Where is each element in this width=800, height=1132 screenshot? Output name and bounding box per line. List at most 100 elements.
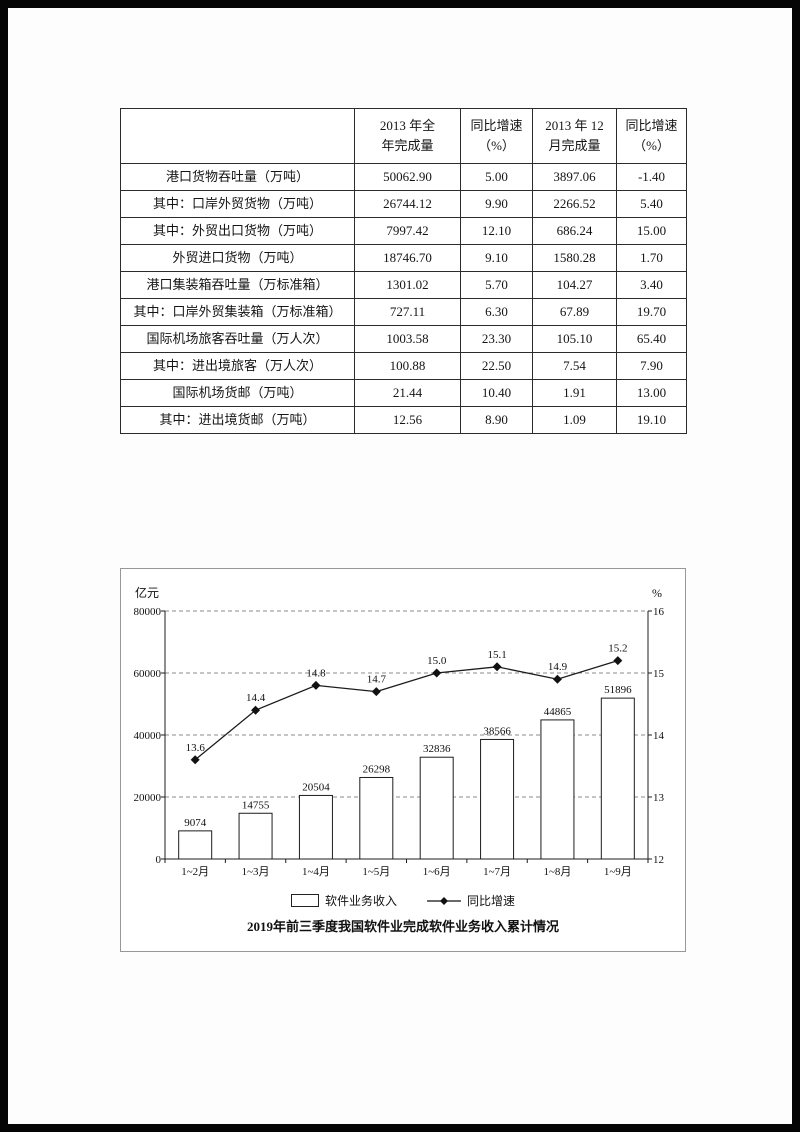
- table-row: 港口集装箱吞吐量（万标准箱） 1301.02 5.70 104.27 3.40: [120, 271, 687, 299]
- left-tick-label: 60000: [134, 668, 162, 680]
- bar-value-label: 14755: [242, 799, 270, 811]
- diamond-marker: [432, 668, 442, 678]
- cell-value: 1.70: [616, 244, 687, 272]
- line-value-label: 14.9: [548, 661, 568, 673]
- left-tick-label: 20000: [134, 792, 162, 804]
- cell-value: 6.30: [460, 298, 533, 326]
- legend-label: 软件业务收入: [324, 894, 397, 908]
- x-category-label: 1~7月: [483, 866, 511, 878]
- right-tick-label: 16: [653, 606, 665, 618]
- bar-value-label: 26298: [363, 763, 391, 775]
- bar: [178, 830, 213, 860]
- cell-value: 19.10: [616, 406, 687, 434]
- diamond-marker: [492, 662, 502, 672]
- table-row: 外贸进口货物（万吨） 18746.70 9.10 1580.28 1.70: [120, 244, 687, 272]
- cell-value: 65.40: [616, 325, 687, 353]
- line-value-label: 13.6: [186, 742, 206, 754]
- bar: [480, 738, 515, 860]
- line-value-label: 15.2: [608, 643, 627, 655]
- cell-value: 1003.58: [354, 325, 461, 353]
- x-category-label: 1~2月: [181, 866, 209, 878]
- cell-value: 50062.90: [354, 163, 461, 191]
- cell-value: 7997.42: [354, 217, 461, 245]
- diamond-marker: [311, 680, 321, 690]
- cell-value: 13.00: [616, 379, 687, 407]
- cell-value: 10.40: [460, 379, 533, 407]
- left-tick-label: 40000: [134, 730, 162, 742]
- bar-value-label: 51896: [604, 684, 632, 696]
- line-value-label: 14.7: [367, 674, 387, 686]
- bar: [540, 719, 575, 860]
- legend-label: 同比增速: [467, 894, 516, 908]
- row-label: 其中：外贸出口货物（万吨）: [120, 217, 355, 245]
- line-swatch-icon: [427, 896, 461, 905]
- table-row: 其中：进出境货邮（万吨） 12.56 8.90 1.09 19.10: [120, 406, 687, 434]
- cell-value: 1580.28: [532, 244, 617, 272]
- bar-value-label: 44865: [544, 706, 572, 718]
- column-header: 同比增速 （%）: [616, 108, 687, 164]
- table-row: 国际机场旅客吞吐量（万人次） 1003.58 23.30 105.10 65.40: [120, 325, 687, 353]
- table-body: 港口货物吞吐量（万吨） 50062.90 5.00 3897.06 -1.40 其中：口岸…: [120, 163, 687, 434]
- row-label: 其中：进出境货邮（万吨）: [120, 406, 355, 434]
- table-row: 其中：外贸出口货物（万吨） 7997.42 12.10 686.24 15.00: [120, 217, 687, 245]
- left-tick-label: 0: [156, 854, 162, 866]
- diamond-marker: [552, 674, 562, 684]
- x-category-label: 1~6月: [423, 866, 451, 878]
- legend-item: 软件业务收入: [290, 892, 397, 909]
- cell-value: 21.44: [354, 379, 461, 407]
- bar: [600, 697, 635, 860]
- row-label: 其中：口岸外贸集装箱（万标准箱）: [120, 298, 355, 326]
- right-tick-label: 14: [653, 730, 665, 742]
- left-tick-label: 80000: [134, 606, 162, 618]
- bar: [359, 776, 394, 860]
- cell-value: 15.00: [616, 217, 687, 245]
- row-label: 港口货物吞吐量（万吨）: [120, 163, 355, 191]
- cell-value: 9.10: [460, 244, 533, 272]
- table-row: 国际机场货邮（万吨） 21.44 10.40 1.91 13.00: [120, 379, 687, 407]
- table-header: 2013 年全 年完成量 同比增速 （%） 2013 年 12 月完成量 同比增速 （%）: [120, 108, 687, 164]
- row-label: 外贸进口货物（万吨）: [120, 244, 355, 272]
- line-value-label: 14.8: [306, 667, 326, 679]
- legend-item: 同比增速: [427, 892, 515, 909]
- table-row: 港口货物吞吐量（万吨） 50062.90 5.00 3897.06 -1.40: [120, 163, 687, 191]
- bar-value-label: 9074: [184, 817, 207, 829]
- cell-value: -1.40: [616, 163, 687, 191]
- chart-figure: 亿元% 0 20000 40000 60000 80000 12 13 14 15 16 1~2月 1~…: [120, 568, 686, 952]
- x-category-label: 1~9月: [604, 866, 632, 878]
- x-category-label: 1~5月: [362, 866, 390, 878]
- right-tick-label: 13: [653, 792, 665, 804]
- diamond-marker: [613, 656, 623, 666]
- table-row: 其中：口岸外贸货物（万吨） 26744.12 9.90 2266.52 5.40: [120, 190, 687, 218]
- cell-value: 67.89: [532, 298, 617, 326]
- row-label: 其中：进出境旅客（万人次）: [120, 352, 355, 380]
- cell-value: 100.88: [354, 352, 461, 380]
- bar-value-label: 20504: [302, 781, 330, 793]
- line-value-label: 15.1: [487, 649, 506, 661]
- cell-value: 1.09: [532, 406, 617, 434]
- cell-value: 22.50: [460, 352, 533, 380]
- cell-value: 686.24: [532, 217, 617, 245]
- cell-value: 1.91: [532, 379, 617, 407]
- bar-swatch-icon: [290, 894, 319, 907]
- table-header-row: 2013 年全 年完成量 同比增速 （%） 2013 年 12 月完成量 同比增速 （%）: [120, 108, 687, 164]
- row-label: 港口集装箱吞吐量（万标准箱）: [120, 271, 355, 299]
- column-header: [120, 108, 355, 164]
- cell-value: 18746.70: [354, 244, 461, 272]
- cell-value: 1301.02: [354, 271, 461, 299]
- row-label: 国际机场旅客吞吐量（万人次）: [120, 325, 355, 353]
- diamond-marker: [251, 705, 261, 715]
- cell-value: 3897.06: [532, 163, 617, 191]
- bar-line-chart: 亿元 % 0 20000 40000 60000 80000 12 13 14 15 16 1~2月 1~…: [134, 585, 665, 878]
- growth-line: [194, 659, 619, 761]
- diamond-marker: [371, 687, 381, 697]
- x-category-label: 1~8月: [543, 866, 571, 878]
- document-sheet: 2013 年全 年完成量 同比增速 （%） 2013 年 12 月完成量 同比增速 （%） 港…: [8, 8, 792, 1124]
- cell-value: 19.70: [616, 298, 687, 326]
- table-row: 其中：进出境旅客（万人次） 100.88 22.50 7.54 7.90: [120, 352, 687, 380]
- line-value-label: 15.0: [427, 655, 447, 667]
- right-tick-label: 12: [653, 854, 664, 866]
- cell-value: 12.56: [354, 406, 461, 434]
- statistics-table: 2013 年全 年完成量 同比增速 （%） 2013 年 12 月完成量 同比增速 （%） 港…: [120, 108, 687, 434]
- right-axis-unit: %: [652, 586, 662, 600]
- cell-value: 12.10: [460, 217, 533, 245]
